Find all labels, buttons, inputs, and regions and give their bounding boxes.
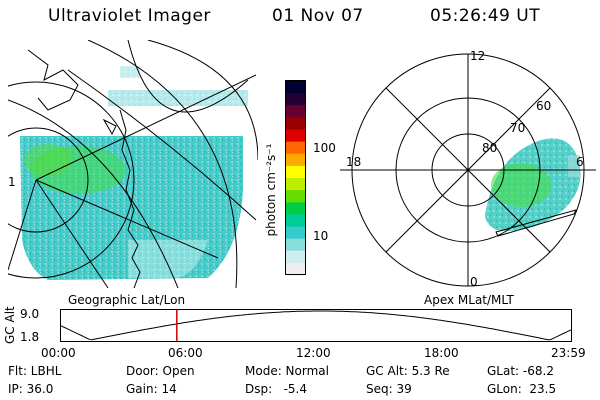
polar-tail [495,209,577,237]
alt-xtick-0600: 06:00 [168,346,203,360]
colorbar-segment [286,117,305,130]
colorbar-segment [286,238,305,252]
pole-circle [8,127,89,233]
limb-arc [87,40,238,288]
status-glon: GLon: 23.5 [487,382,557,396]
mlt-diag-2 [385,87,551,253]
alt-ytick-low: 1.8 [20,330,39,344]
colorbar-segment [286,165,305,179]
polar-edge-emission [568,155,580,177]
colorbar-segment [286,250,305,264]
colorbar [285,80,306,276]
colorbar-segment [286,226,305,240]
status-glat: GLat: -68.2 [487,364,554,378]
meridian-2 [127,40,249,113]
colorbar-segment [286,105,305,118]
status-dsp: Dsp: -5.4 [245,382,308,396]
alt-xtick-2359: 23:59 [551,346,586,360]
limb-arc-outer [147,40,258,161]
polar-bright-core [491,163,551,207]
polar-mlt-panel: 12 18 6 0 80 70 60 [340,49,596,289]
status-ip: IP: 36.0 [8,382,54,396]
colorbar-segment [286,93,305,106]
colorbar-segment [286,153,305,167]
observation-time: 05:26:49 UT [430,6,541,26]
colorbar-segment [286,262,305,276]
coastline-island [102,118,117,136]
alt-ytick-high: 9.0 [20,307,39,321]
ray-2 [35,179,219,259]
polar-panel-label: Apex MLat/MLT [424,293,514,307]
colorbar-segment [286,202,305,215]
status-seq: Seq: 39 [366,382,412,396]
lat-label-60: 60 [536,99,551,113]
altitude-plot: 9.0 1.8 GC Alt [3,306,572,344]
colorbar-segment [286,190,305,203]
status-gain: Gain: 14 [126,382,177,396]
upper-emission-band [108,90,248,106]
geo-edge-tick: 1 [8,175,16,189]
coastline-north [27,49,79,111]
colorbar-segment [286,214,305,227]
mlt-label-0: 0 [470,275,478,289]
colorbar-tick-100: 100 [313,141,336,155]
geo-panel-label: Geographic Lat/Lon [68,293,186,307]
pole-circle-outer [8,81,135,279]
ray-4 [35,179,109,288]
altitude-curve [60,310,572,341]
observation-date: 01 Nov 07 [272,6,364,26]
status-mode: Mode: Normal [245,364,329,378]
ray-1 [35,74,257,181]
instrument-title: Ultraviolet Imager [48,6,211,26]
colorbar-segment [286,178,305,191]
meridian-1 [8,99,179,288]
mlt-label-18: 18 [346,155,361,169]
alt-ylabel: GC Alt [3,306,17,344]
geographic-image-panel: 1 [8,40,258,288]
colorbar-tick-10: 10 [313,229,329,243]
colorbar-segment [286,141,305,155]
main-emission-lower [128,240,208,278]
mlt-label-12: 12 [470,49,485,63]
alt-xtick-0000: 00:00 [41,346,76,360]
altitude-plot-frame [60,309,572,342]
alt-xtick-1200: 12:00 [296,346,331,360]
colorbar-unit-label: photon cm⁻²s⁻¹ [264,143,278,237]
mlt-label-6: 6 [576,155,584,169]
top-scatter [120,66,140,78]
colorbar-segment [286,129,305,143]
colorbar-segment [286,81,305,94]
alt-xtick-1800: 18:00 [424,346,459,360]
status-gc-alt: GC Alt: 5.3 Re [366,364,450,378]
lat-label-80: 80 [482,141,497,155]
status-filter: Flt: LBHL [8,364,62,378]
meridian-3 [67,69,257,221]
coastline-south-america [119,109,141,288]
lat-label-70: 70 [510,121,525,135]
ray-3 [8,179,37,271]
status-door: Door: Open [126,364,195,378]
bright-core-2 [24,144,72,176]
